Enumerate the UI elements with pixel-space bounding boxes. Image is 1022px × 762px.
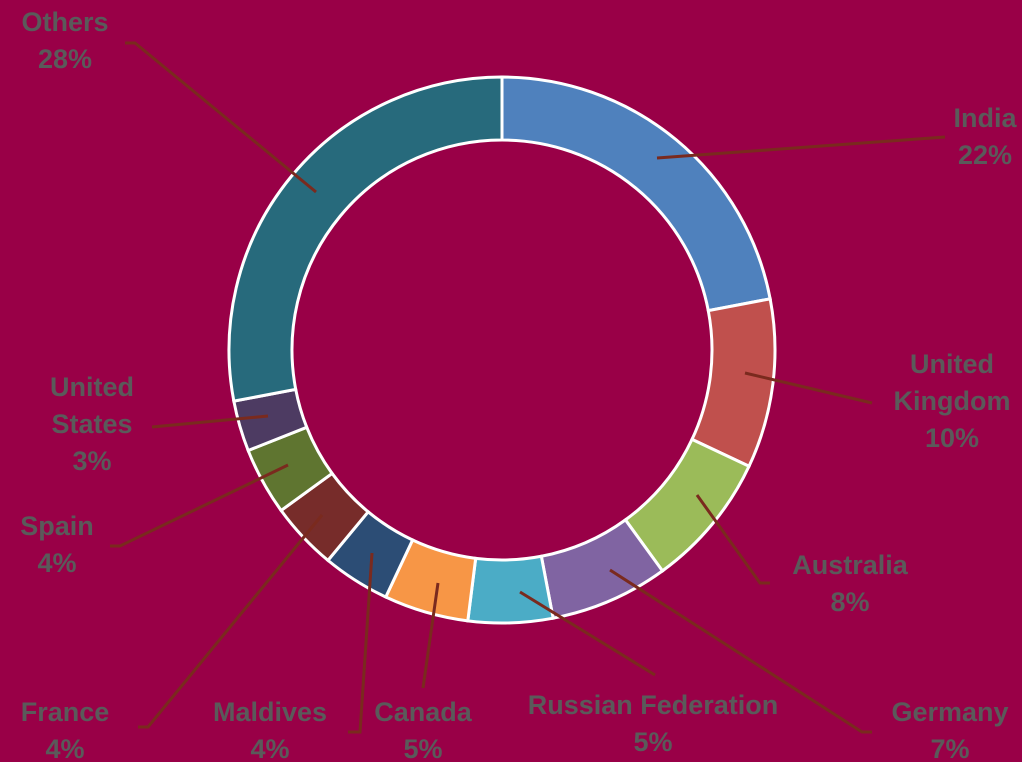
category-label: Spain — [20, 511, 94, 541]
leader-line — [138, 514, 324, 729]
value-label: 3% — [72, 446, 111, 476]
leader-line — [519, 590, 656, 677]
leader-line — [656, 135, 946, 160]
donut-segment — [690, 297, 777, 469]
donut-segment — [227, 75, 504, 403]
value-label: 22% — [958, 140, 1012, 170]
category-label: United Kingdom — [894, 349, 1011, 416]
leader-line — [125, 41, 317, 194]
leader-line — [421, 582, 440, 689]
value-label: 4% — [45, 734, 84, 762]
value-label: 5% — [403, 734, 442, 762]
category-label: Germany — [891, 697, 1008, 727]
value-label: 7% — [930, 734, 969, 762]
value-label: 4% — [250, 734, 289, 762]
value-label: 8% — [830, 587, 869, 617]
value-label: 28% — [38, 44, 92, 74]
donut-segment — [500, 75, 772, 313]
value-label: 10% — [925, 423, 979, 453]
category-label: United States — [50, 372, 134, 439]
leader-line — [110, 463, 289, 548]
value-label: 5% — [633, 727, 672, 757]
category-label: Russian Federation — [528, 690, 779, 720]
donut-segment — [466, 554, 555, 625]
leader-line — [609, 568, 872, 734]
value-label: 4% — [37, 548, 76, 578]
leader-line — [744, 371, 873, 405]
leader-line — [151, 414, 269, 429]
category-label: Maldives — [213, 697, 327, 727]
leader-line — [348, 552, 374, 734]
category-label: Canada — [374, 697, 473, 727]
category-label: India — [953, 103, 1017, 133]
leader-line — [695, 494, 770, 585]
category-label: Others — [21, 7, 108, 37]
category-label: Australia — [792, 550, 909, 580]
category-label: France — [21, 697, 110, 727]
